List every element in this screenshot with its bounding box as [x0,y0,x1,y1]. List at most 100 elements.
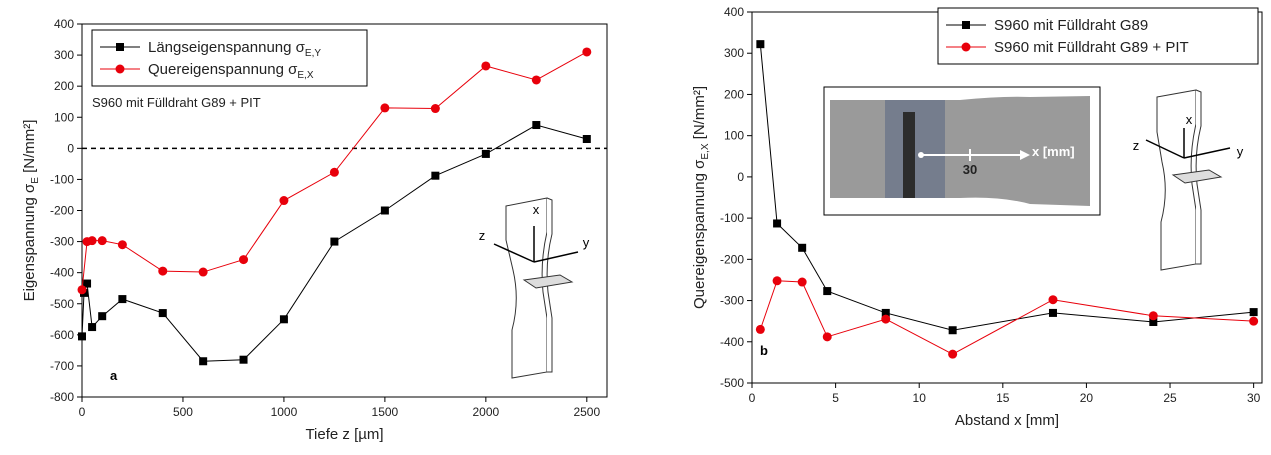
label-text: S960 mit Fülldraht G89 + PIT [994,39,1189,56]
label-subscript: E,X [297,70,313,81]
specimen-sketch [493,197,579,379]
annotation: S960 mit Fülldraht G89 + PIT [92,95,261,110]
legend-marker [116,43,124,51]
marker [83,279,92,288]
plot: 0 500 1000 1500 2000 2500-800-700-600-500-400… [21,17,608,443]
marker [532,121,541,130]
marker [118,295,127,304]
label-text: Quereigenspannung σ [691,159,708,309]
label-subscript: E,X [700,143,711,159]
marker [1149,317,1158,326]
marker [948,326,957,335]
marker [87,236,97,246]
marker [329,167,339,177]
marker [239,255,249,265]
annotation: a [110,368,118,383]
annotation: y [583,235,590,250]
annotation: b [760,343,768,358]
series-line [81,124,587,362]
label-text: Längseigenspannung σ [148,39,306,56]
legend-marker [115,64,125,74]
x-tick-label: 5 [832,391,839,405]
y-tick-label: -200 [720,252,744,266]
marker [198,267,208,277]
marker [239,355,248,364]
label-text: Eigenspannung σ [21,183,38,301]
photo-inset [823,86,1101,216]
marker [380,206,389,215]
y-tick-label: -100 [50,172,74,186]
x-tick-label: 0 [79,405,86,419]
marker [481,149,490,158]
y-tick-label: -300 [50,235,74,249]
legend-entry: S960 mit Fülldraht G89 + PIT [994,39,1189,56]
x-tick-label: 30 [1247,391,1261,405]
label-text: [N/mm²] [691,86,708,144]
x-tick-label: 0 [749,391,756,405]
marker [1148,311,1158,321]
marker [77,285,87,295]
marker [822,332,832,342]
marker [1249,308,1258,317]
label-text: Quereigenspannung σ [148,61,298,78]
y-tick-label: 400 [54,17,74,31]
y-tick-label: 0 [67,141,74,155]
marker [531,75,541,85]
legend-box [91,29,368,87]
marker [1048,308,1057,317]
marker [881,308,890,317]
marker [773,219,782,228]
y-axis-label: Quereigenspannung σE,X [N/mm²] [691,86,711,309]
marker [797,277,807,287]
y-tick-label: -700 [50,359,74,373]
marker [798,243,807,252]
marker [88,323,97,332]
marker [78,332,86,341]
marker [755,324,765,334]
marker [1048,295,1058,305]
x-tick-label: 15 [996,391,1010,405]
label-subscript: E,Y [305,48,321,59]
plot: 0 5 10 15 20 25 30 -500 -400 -300 -200 -100 0 100 200 3… [691,5,1263,429]
legend-box [937,7,1259,65]
marker [1249,316,1259,326]
annotation: z [479,228,486,243]
y-axis-label: Eigenspannung σE [N/mm²] [21,120,41,302]
annotation: 30 [963,162,977,177]
y-tick-label: -400 [720,335,744,349]
annotation: y [1237,144,1244,159]
y-tick-label: -100 [720,211,744,225]
y-tick-label: 100 [54,110,74,124]
specimen-sketch [1145,89,1231,271]
y-tick-label: -300 [720,294,744,308]
marker [823,287,832,296]
x-axis-label: Tiefe z [µm] [305,426,383,443]
y-tick-label: -200 [50,204,74,218]
marker [430,104,440,114]
y-tick-label: -500 [50,297,74,311]
x-tick-label: 500 [173,405,193,419]
y-tick-label: 200 [724,87,744,101]
annotation: x [mm] [1032,144,1075,159]
legend-marker [961,42,971,52]
y-tick-label: 200 [54,79,74,93]
legend-entry: Längseigenspannung σE,Y [148,39,321,59]
marker [756,40,765,49]
series-line [759,280,1254,355]
marker [582,47,592,57]
marker [158,266,168,276]
y-tick-label: 400 [724,5,744,19]
x-tick-label: 2500 [573,405,600,419]
legend-marker [962,21,970,29]
label-text: [N/mm²] [21,120,38,178]
marker [117,240,127,250]
marker [881,314,891,324]
y-tick-label: -400 [50,266,74,280]
marker [98,312,107,321]
marker [279,315,288,324]
x-tick-label: 1000 [271,405,298,419]
y-tick-label: 0 [737,170,744,184]
marker [582,135,591,144]
marker [431,171,440,180]
annotation: x [533,202,540,217]
